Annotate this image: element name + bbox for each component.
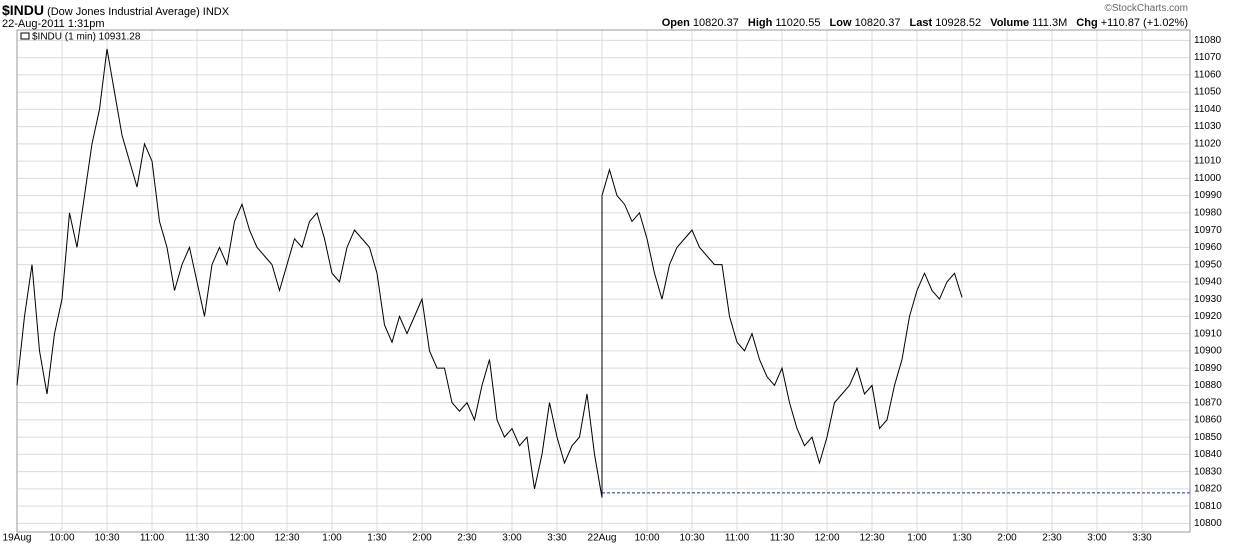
x-tick-label: 10:00 <box>634 533 659 544</box>
y-tick-label: 11060 <box>1194 69 1222 80</box>
y-tick-label: 10840 <box>1194 449 1222 460</box>
y-tick-label: 10920 <box>1194 311 1222 322</box>
x-tick-label: 1:00 <box>322 533 342 544</box>
y-tick-label: 10850 <box>1194 432 1222 443</box>
y-tick-label: 10990 <box>1194 190 1222 201</box>
plot-border <box>16 29 1191 533</box>
y-tick-label: 10880 <box>1194 380 1222 391</box>
y-tick-label: 10950 <box>1194 259 1222 270</box>
x-tick-label: 11:00 <box>140 533 165 544</box>
x-tick-label: 12:30 <box>274 533 299 544</box>
exchange: INDX <box>202 6 230 18</box>
x-tick-label: 11:30 <box>185 533 210 544</box>
y-tick-label: 10830 <box>1194 466 1222 477</box>
stat-value: 10820.37 <box>854 17 901 29</box>
x-tick-label: 12:00 <box>229 533 254 544</box>
y-tick-label: 11040 <box>1194 104 1222 115</box>
stats: Open 10820.37 High 11020.55 Low 10820.37… <box>656 17 1188 29</box>
legend-swatch <box>20 32 30 40</box>
y-tick-label: 11020 <box>1194 138 1222 149</box>
y-tick-label: 10820 <box>1194 484 1222 495</box>
plot-area <box>17 30 1190 532</box>
y-tick-label: 10960 <box>1194 242 1222 253</box>
x-tick-label: 22Aug <box>588 533 617 544</box>
y-tick-label: 10890 <box>1194 363 1222 374</box>
x-tick-label: 11:00 <box>725 533 750 544</box>
x-tick-label: 3:00 <box>502 533 522 544</box>
x-tick-label: 19Aug <box>3 533 32 544</box>
y-tick-label: 10970 <box>1194 225 1222 236</box>
legend-label: $INDU (1 min) 10931.28 <box>32 32 141 43</box>
x-tick-label: 1:30 <box>952 533 972 544</box>
stat-value: 10928.52 <box>935 17 982 29</box>
stat-label: Open <box>661 17 690 29</box>
y-tick-label: 11050 <box>1194 87 1222 98</box>
x-tick-label: 2:30 <box>1042 533 1062 544</box>
price-line <box>16 48 963 498</box>
stat-label: Chg <box>1076 17 1098 29</box>
y-tick-label: 10910 <box>1194 328 1222 339</box>
stat-value: 11020.55 <box>775 17 821 29</box>
y-tick-label: 11000 <box>1194 173 1222 184</box>
x-tick-label: 11:30 <box>770 533 795 544</box>
x-tick-label: 2:30 <box>457 533 477 544</box>
x-tick-label: 2:00 <box>412 533 432 544</box>
date: 22-Aug-2011 1:31pm <box>2 18 105 30</box>
x-tick-label: 1:30 <box>367 533 387 544</box>
index-name: (Dow Jones Industrial Average) <box>47 6 200 18</box>
y-tick-label: 10900 <box>1194 346 1222 357</box>
stat-label: Volume <box>990 17 1030 29</box>
y-tick-label: 10870 <box>1194 397 1222 408</box>
stat-value: 10820.37 <box>692 17 739 29</box>
y-tick-label: 11030 <box>1194 121 1222 132</box>
x-tick-label: 3:30 <box>1132 533 1152 544</box>
stat-label: Last <box>909 17 933 29</box>
symbol: $INDU <box>2 2 45 18</box>
x-tick-label: 12:30 <box>859 533 884 544</box>
y-tick-label: 10940 <box>1194 277 1222 288</box>
stat-label: Low <box>829 17 852 29</box>
x-tick-label: 1:00 <box>907 533 927 544</box>
x-tick-label: 3:00 <box>1087 533 1107 544</box>
y-tick-label: 11070 <box>1194 52 1222 63</box>
y-tick-label: 11010 <box>1194 156 1222 167</box>
y-tick-label: 11080 <box>1194 35 1222 46</box>
stat-value: +110.87 (+1.02%) <box>1100 17 1188 29</box>
y-tick-label: 10930 <box>1194 294 1222 305</box>
x-tick-label: 10:30 <box>679 533 704 544</box>
stat-label: High <box>747 17 773 29</box>
x-tick-label: 2:00 <box>997 533 1017 544</box>
title-line: $INDU (Dow Jones Industrial Average) IND… <box>2 2 229 18</box>
y-tick-label: 10980 <box>1194 207 1222 218</box>
copyright: ©StockCharts.com <box>1104 3 1188 14</box>
y-tick-label: 10800 <box>1194 518 1222 529</box>
x-tick-label: 12:00 <box>814 533 839 544</box>
x-tick-label: 3:30 <box>547 533 567 544</box>
y-tick-label: 10860 <box>1194 415 1222 426</box>
y-tick-label: 10810 <box>1194 501 1222 512</box>
stat-value: 111.3M <box>1032 17 1068 29</box>
x-tick-label: 10:30 <box>94 533 119 544</box>
x-tick-label: 10:00 <box>49 533 74 544</box>
